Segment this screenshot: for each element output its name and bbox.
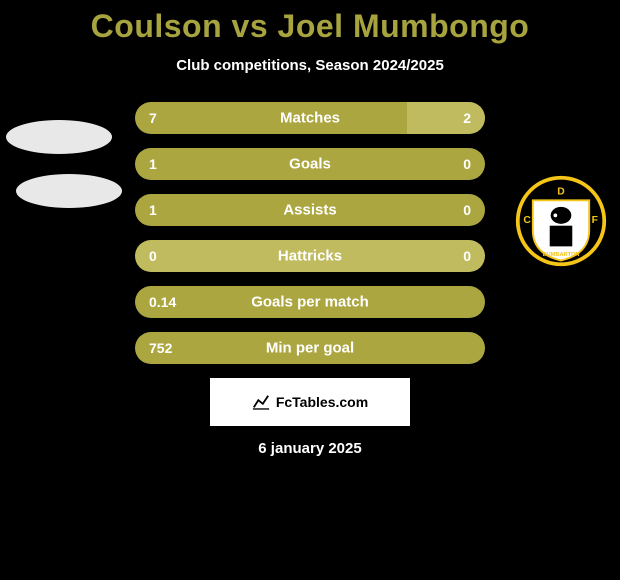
stat-value-right: 0 [463,156,471,172]
watermark: FcTables.com [210,378,410,426]
player-left-avatar-2 [16,174,122,208]
stat-label: Min per goal [266,340,354,357]
stat-label: Goals per match [251,294,369,311]
stat-value-right: 0 [463,202,471,218]
stat-value-right: 0 [463,248,471,264]
stat-row: Goals per match 0.14 [135,286,485,318]
stat-value-left: 0.14 [149,294,176,310]
stat-value-left: 752 [149,340,172,356]
player-left-avatar [6,120,112,154]
watermark-text: FcTables.com [276,394,368,410]
stat-row: Min per goal 752 [135,332,485,364]
svg-text:D: D [557,187,565,198]
stat-label: Assists [283,202,336,219]
stat-right-fill [407,102,485,134]
stat-value-left: 0 [149,248,157,264]
svg-text:C: C [523,215,531,226]
club-badge-right: D C F DUMBARTON [514,174,608,268]
root: Coulson vs Joel Mumbongo Club competitio… [0,0,620,580]
date-footer: 6 january 2025 [0,440,620,457]
chart-icon [252,393,270,411]
stat-row: Goals 1 0 [135,148,485,180]
svg-text:F: F [592,215,598,226]
stat-value-right: 2 [463,110,471,126]
comparison-title: Coulson vs Joel Mumbongo [0,0,620,45]
stat-row: Hattricks 0 0 [135,240,485,272]
stat-value-left: 1 [149,156,157,172]
stat-label: Hattricks [278,248,342,265]
svg-text:DUMBARTON: DUMBARTON [543,252,580,258]
stat-value-left: 1 [149,202,157,218]
comparison-subtitle: Club competitions, Season 2024/2025 [0,57,620,74]
stat-row: Matches 7 2 [135,102,485,134]
stat-label: Goals [289,156,331,173]
stat-value-left: 7 [149,110,157,126]
stat-label: Matches [280,110,340,127]
stat-row: Assists 1 0 [135,194,485,226]
club-badge-svg: D C F DUMBARTON [514,174,608,268]
